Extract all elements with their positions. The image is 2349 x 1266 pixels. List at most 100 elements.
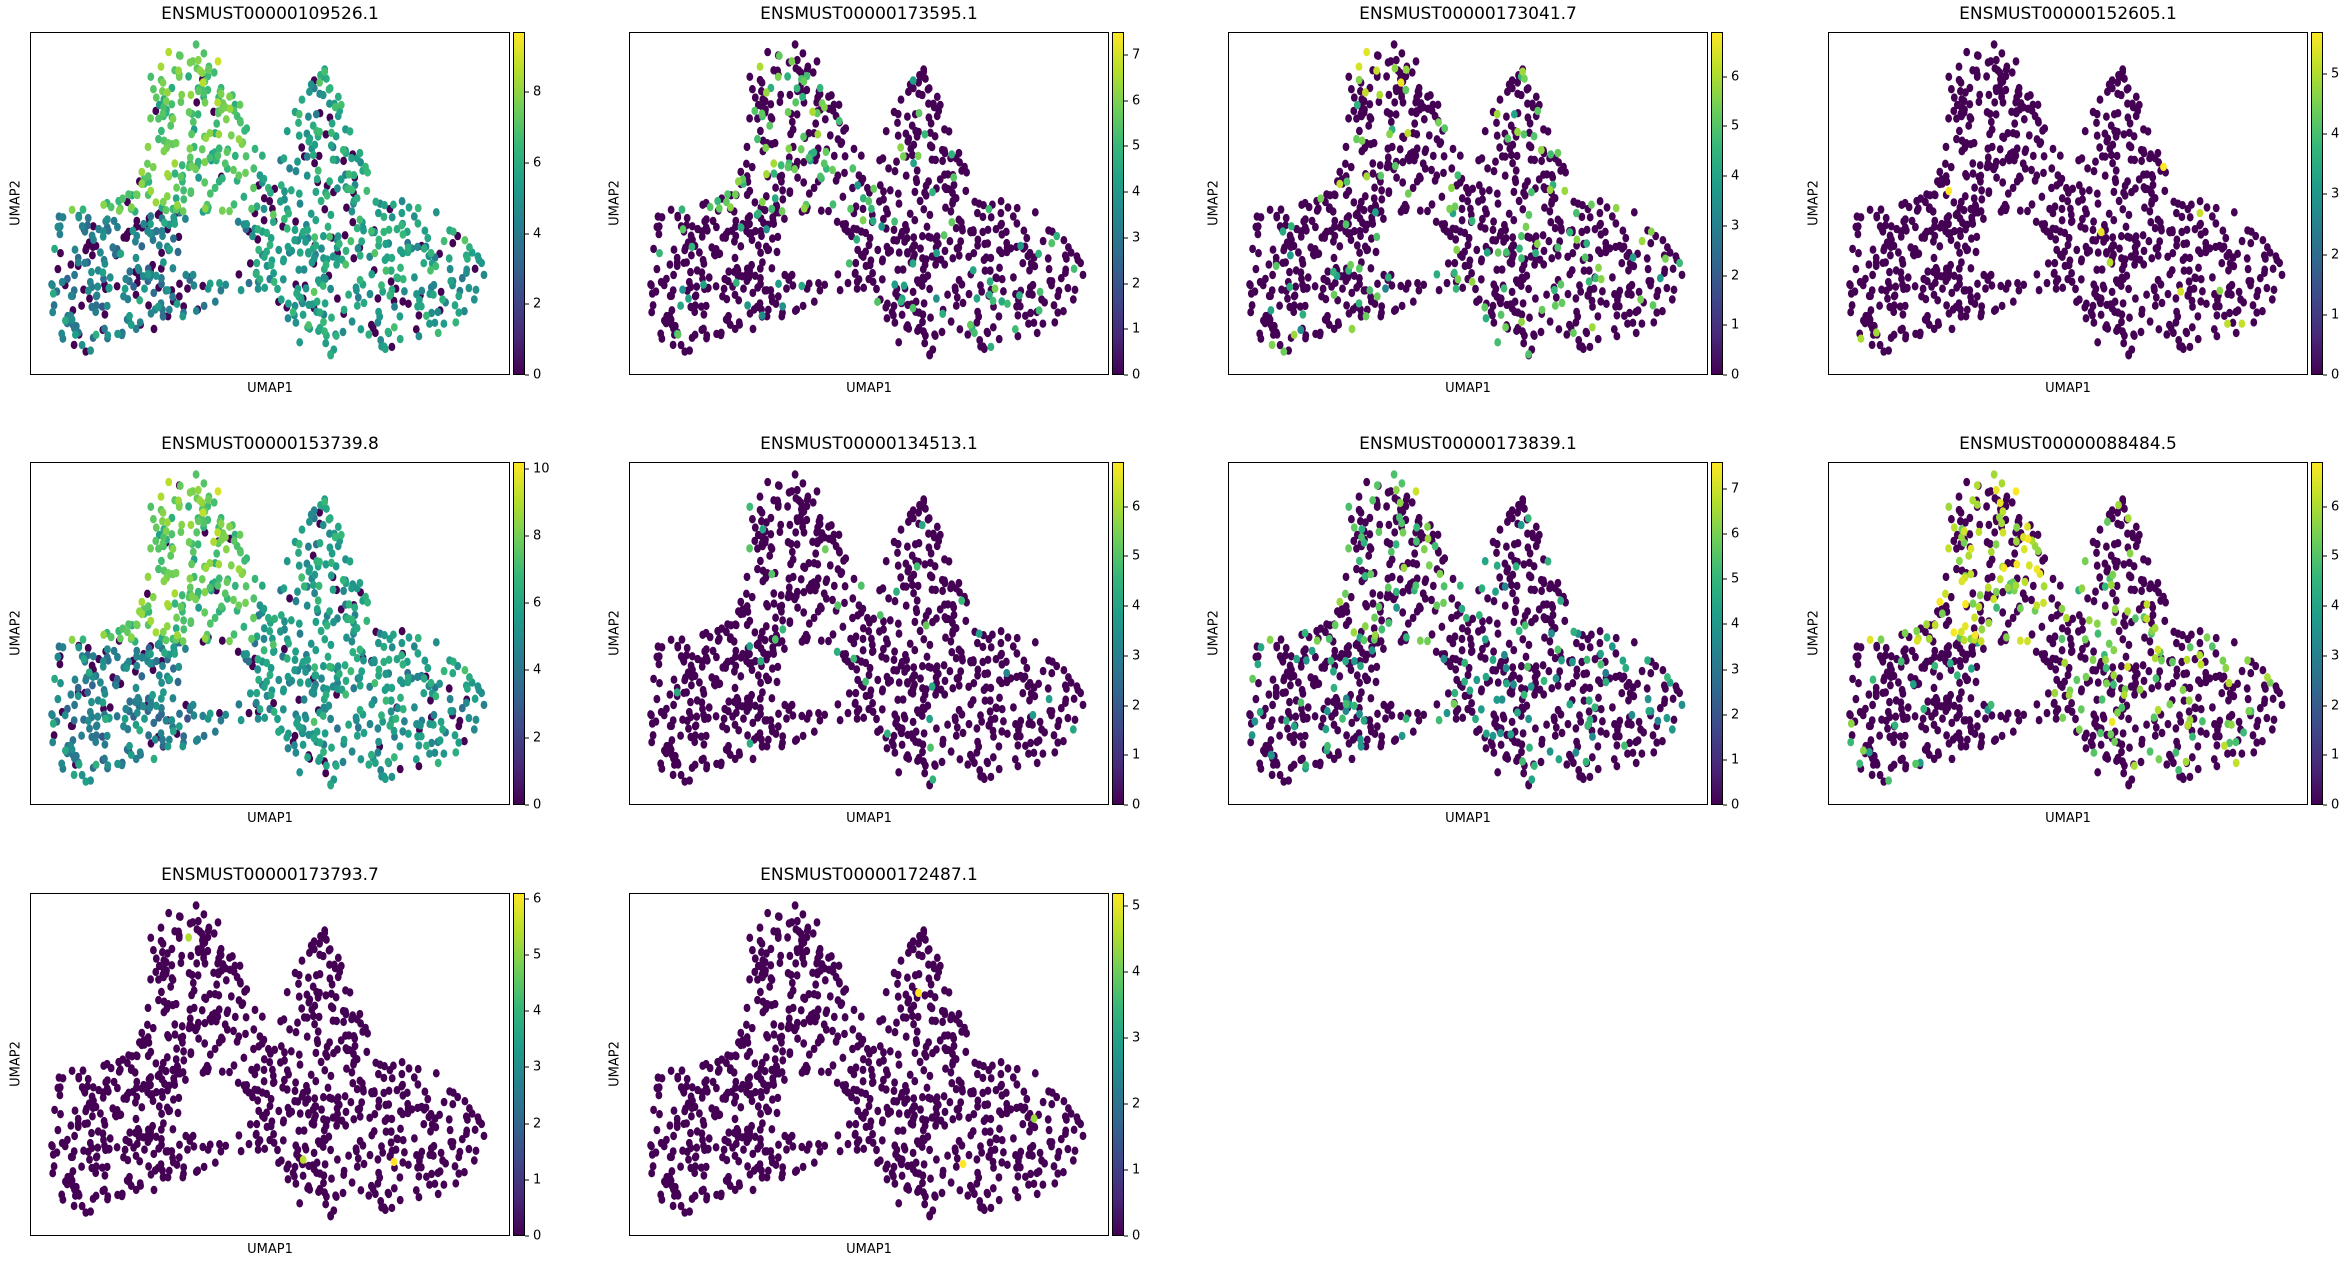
cell-point: [295, 695, 303, 704]
cell-point: [1508, 303, 1516, 313]
cell-point: [1345, 72, 1353, 81]
cell-point: [793, 55, 801, 65]
cell-point: [834, 171, 842, 180]
cell-point: [331, 533, 339, 542]
cell-point: [440, 319, 448, 328]
cell-point: [1316, 328, 1324, 337]
cell-point: [2253, 308, 2261, 317]
cell-point: [78, 770, 86, 780]
cell-point: [859, 216, 867, 225]
cell-point: [904, 542, 911, 551]
cell-point: [428, 308, 435, 318]
cell-point: [860, 713, 868, 722]
cell-point: [196, 496, 204, 505]
cell-point: [1424, 92, 1431, 101]
cell-point: [1352, 210, 1360, 220]
cell-point: [472, 285, 480, 294]
cell-point: [1503, 300, 1511, 310]
cell-point: [744, 301, 751, 310]
cell-point: [186, 583, 194, 592]
cell-point: [1519, 67, 1527, 76]
cell-point: [64, 704, 71, 714]
cell-point: [250, 164, 258, 173]
cell-point: [732, 231, 740, 241]
cell-point: [799, 49, 807, 58]
cell-point: [1481, 205, 1489, 214]
colorbar-tick-label: 4: [525, 226, 541, 241]
cell-point: [1414, 279, 1421, 288]
cell-point: [1547, 218, 1555, 227]
cell-point: [647, 280, 654, 289]
cell-point: [150, 718, 158, 728]
cell-point: [1515, 196, 1523, 206]
cell-point: [1521, 74, 1528, 83]
cell-point: [1613, 332, 1621, 341]
cell-point: [678, 205, 686, 214]
cell-point: [898, 227, 906, 237]
cell-point: [101, 259, 109, 268]
cell-point: [1367, 297, 1375, 306]
cell-point: [1054, 291, 1062, 301]
cell-point: [394, 703, 402, 713]
cell-point: [1016, 291, 1023, 300]
cell-point: [2189, 302, 2196, 311]
cell-point: [803, 501, 811, 511]
cell-point: [2110, 187, 2118, 197]
cell-point: [1498, 152, 1506, 161]
cell-point: [1879, 258, 1887, 268]
cell-point: [1898, 274, 1905, 283]
cell-point: [1396, 68, 1404, 78]
cell-point: [1482, 314, 1490, 323]
cell-point: [776, 97, 784, 107]
cell-point: [789, 281, 797, 290]
cell-point: [1483, 248, 1491, 257]
cell-point: [187, 90, 195, 100]
cell-point: [342, 246, 350, 256]
cell-point: [2118, 265, 2126, 274]
cell-point: [1609, 273, 1616, 282]
cell-point: [283, 733, 291, 742]
cell-point: [998, 705, 1006, 714]
cell-point: [1404, 129, 1412, 138]
cell-point: [1991, 64, 1999, 73]
cell-point: [1599, 287, 1606, 296]
colorbar-tick-label: 4: [1124, 185, 1140, 200]
cell-point: [51, 244, 58, 254]
cell-point: [270, 277, 278, 286]
cell-point: [119, 194, 127, 203]
cell-point: [194, 540, 202, 549]
cell-point: [430, 720, 437, 729]
cell-point: [145, 301, 152, 310]
colorbar-tick-label: 5: [2323, 67, 2339, 82]
cell-point: [1029, 280, 1037, 290]
cell-point: [1866, 205, 1874, 214]
cell-point: [412, 325, 420, 334]
cell-point: [1643, 254, 1651, 263]
cell-point: [1062, 695, 1070, 704]
cell-point: [274, 714, 281, 724]
cell-point: [317, 196, 325, 206]
cell-point: [392, 714, 400, 723]
cell-point: [2247, 239, 2255, 248]
cell-point: [357, 755, 365, 764]
cell-point: [186, 58, 194, 67]
cell-point: [372, 758, 379, 768]
cell-point: [302, 237, 309, 246]
cell-point: [432, 692, 440, 701]
cell-point: [1408, 107, 1415, 117]
cell-point: [2135, 100, 2143, 110]
cell-point: [1538, 305, 1546, 315]
cell-point: [283, 127, 291, 136]
cell-point: [920, 635, 928, 644]
cell-point: [292, 318, 300, 327]
cell-point: [132, 720, 140, 729]
cell-point: [464, 254, 471, 263]
cell-point: [2140, 246, 2148, 256]
cell-point: [446, 694, 454, 704]
cell-point: [749, 288, 757, 298]
cell-point: [899, 582, 907, 591]
cell-point: [1546, 207, 1554, 216]
cell-point: [1847, 308, 1855, 317]
cell-point: [1050, 731, 1058, 740]
cell-point: [1923, 190, 1930, 199]
